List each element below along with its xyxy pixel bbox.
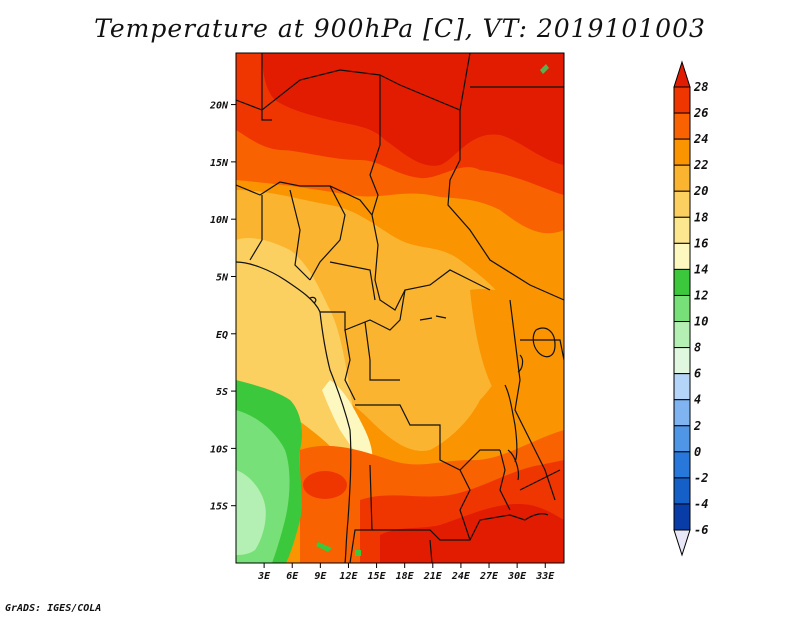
colorbar-level-label: 24 bbox=[693, 132, 708, 146]
colorbar-level-label: 14 bbox=[694, 262, 708, 276]
colorbar-level-label: 26 bbox=[693, 106, 708, 120]
colorbar-level-label: 20 bbox=[693, 184, 708, 198]
field-speck-south-2 bbox=[355, 550, 361, 556]
colorbar-bin bbox=[673, 503, 691, 531]
lon-tick-label: 9E bbox=[314, 571, 327, 582]
colorbar-level-label: 12 bbox=[694, 288, 708, 302]
temperature-field bbox=[236, 53, 564, 563]
colorbar-bin bbox=[673, 425, 691, 453]
colorbar-arrow-top bbox=[673, 60, 691, 88]
colorbar-bin bbox=[673, 242, 691, 270]
latitude-tick-labels: 20N 15N 10N 5N EQ 5S 10S 15S bbox=[209, 101, 236, 513]
field-20-22-central bbox=[236, 190, 513, 451]
field-18-20-gulf bbox=[236, 264, 340, 400]
colorbar-level-label: 8 bbox=[694, 341, 701, 355]
field-above-28-north bbox=[262, 53, 564, 166]
lon-tick-label: 30E bbox=[507, 571, 527, 582]
colorbar-bin bbox=[673, 164, 691, 192]
lon-tick-label: 3E bbox=[257, 571, 271, 582]
lon-tick-label: 12E bbox=[339, 571, 358, 582]
lat-tick-label: 5S bbox=[216, 387, 228, 398]
colorbar-bin bbox=[673, 373, 691, 401]
colorbar-level-label: -6 bbox=[694, 523, 708, 537]
lat-tick-label: 20N bbox=[209, 101, 229, 112]
lon-tick-label: 6E bbox=[286, 571, 299, 582]
colorbar-bin bbox=[673, 190, 691, 218]
colorbar-level-label: 0 bbox=[694, 445, 701, 459]
colorbar-bin bbox=[673, 138, 691, 166]
colorbar-bin bbox=[673, 216, 691, 244]
colorbar-bin bbox=[673, 294, 691, 323]
field-hot-spot bbox=[303, 471, 347, 499]
colorbar-level-label: 18 bbox=[694, 210, 708, 224]
colorbar-level-label: -2 bbox=[694, 471, 708, 485]
colorbar-bin bbox=[673, 451, 691, 479]
lon-tick-label: 15E bbox=[368, 571, 387, 582]
lon-tick-label: 21E bbox=[423, 571, 443, 582]
lat-tick-label: 10S bbox=[210, 444, 228, 455]
colorbar-level-label: 4 bbox=[694, 393, 701, 407]
colorbar-bin bbox=[673, 399, 691, 427]
credit-text: GrADS: IGES/COLA bbox=[5, 603, 102, 614]
lat-tick-label: 15S bbox=[210, 502, 228, 513]
colorbar-bin bbox=[673, 86, 691, 114]
field-speck bbox=[540, 64, 549, 74]
colorbar-level-label: 6 bbox=[694, 367, 701, 381]
map-title: Temperature at 900hPa [C], VT: 201910100… bbox=[94, 14, 706, 43]
map-frame bbox=[235, 52, 565, 564]
field-22-24-east bbox=[470, 289, 564, 440]
colorbar-bin bbox=[673, 268, 691, 296]
colorbar-bin bbox=[673, 347, 691, 375]
colorbar-bin bbox=[673, 112, 691, 140]
lat-tick-label: 15N bbox=[210, 158, 229, 169]
colorbar-bin bbox=[673, 477, 691, 505]
colorbar-level-label: 28 bbox=[693, 80, 708, 94]
lat-tick-label: EQ bbox=[216, 330, 228, 341]
lon-tick-label: 33E bbox=[535, 571, 555, 582]
colorbar-level-label: -4 bbox=[694, 497, 708, 511]
field-above-28-south bbox=[380, 504, 564, 563]
colorbar-level-label: 2 bbox=[693, 419, 701, 433]
colorbar-level-label: 16 bbox=[694, 236, 708, 250]
colorbar-bin bbox=[673, 321, 691, 349]
lon-tick-label: 27E bbox=[479, 571, 499, 582]
field-8-10-ocean bbox=[236, 470, 266, 555]
colorbar-level-label: 22 bbox=[693, 158, 708, 172]
longitude-tick-labels: 3E 6E 9E 12E 15E 18E 21E 24E 27E 30E 33E bbox=[257, 563, 555, 582]
field-14-16-coast bbox=[322, 380, 373, 470]
lat-tick-label: 10N bbox=[210, 215, 229, 226]
country-borders bbox=[236, 53, 564, 563]
lon-tick-label: 24E bbox=[451, 571, 471, 582]
lat-tick-label: 5N bbox=[216, 272, 229, 283]
colorbar-level-label: 10 bbox=[694, 315, 708, 329]
colorbar-arrow-bottom bbox=[673, 529, 691, 557]
lon-tick-label: 18E bbox=[396, 571, 415, 582]
field-speck-south bbox=[316, 542, 332, 552]
